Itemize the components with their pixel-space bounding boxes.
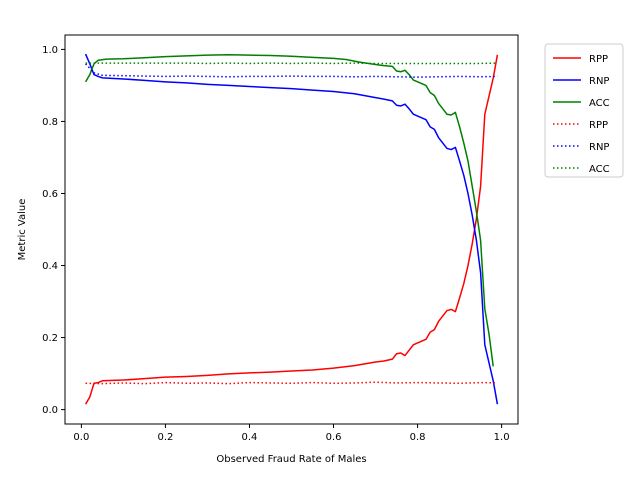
plot-lines xyxy=(84,53,499,405)
x-tick-label: 0.2 xyxy=(157,432,173,443)
y-axis-ticks: 0.0 0.2 0.4 0.6 0.8 1.0 xyxy=(42,45,65,416)
plot-frame xyxy=(64,34,519,425)
series-line-rnp-dotted xyxy=(85,63,498,78)
legend-label: RNP xyxy=(589,76,609,87)
series-line-acc-solid xyxy=(84,54,494,367)
x-tick-label: 0.0 xyxy=(73,432,89,443)
legend-label: RNP xyxy=(589,142,609,153)
series-line-rnp-solid xyxy=(84,53,499,405)
y-axis-label: Metric Value xyxy=(17,199,28,261)
y-tick-label: 0.6 xyxy=(42,189,58,200)
legend: RPP RNP ACC RPP RNP ACC xyxy=(544,43,624,178)
x-tick-label: 0.6 xyxy=(326,432,342,443)
y-tick-label: 0.0 xyxy=(42,405,58,416)
y-tick-label: 0.4 xyxy=(42,261,58,272)
legend-label: RPP xyxy=(589,120,608,131)
x-tick-label: 0.8 xyxy=(410,432,426,443)
y-tick-label: 0.8 xyxy=(42,117,58,128)
x-tick-label: 1.0 xyxy=(494,432,510,443)
series-line-rpp-solid xyxy=(84,54,499,405)
legend-label: ACC xyxy=(589,164,610,175)
legend-label: RPP xyxy=(589,54,608,65)
y-tick-label: 1.0 xyxy=(42,45,58,56)
x-axis-ticks: 0.0 0.2 0.4 0.6 0.8 1.0 xyxy=(73,424,510,443)
series-line-rpp-dotted xyxy=(85,381,498,385)
legend-label: ACC xyxy=(589,98,610,109)
x-tick-label: 0.4 xyxy=(242,432,258,443)
y-tick-label: 0.2 xyxy=(42,333,58,344)
x-axis-label: Observed Fraud Rate of Males xyxy=(216,454,366,465)
legend-frame xyxy=(544,43,624,178)
